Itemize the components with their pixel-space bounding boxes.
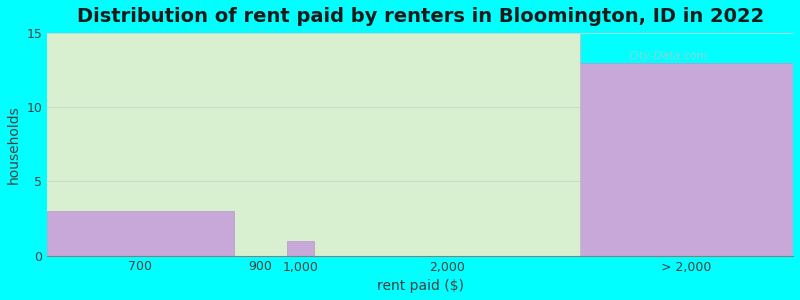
Title: Distribution of rent paid by renters in Bloomington, ID in 2022: Distribution of rent paid by renters in … [77,7,764,26]
Bar [47,33,580,256]
Text: City-Data.com: City-Data.com [629,51,709,61]
X-axis label: rent paid ($): rent paid ($) [377,279,464,293]
Bar [580,63,793,256]
Bar [47,211,234,256]
Bar [287,241,314,256]
Y-axis label: households: households [7,105,21,184]
